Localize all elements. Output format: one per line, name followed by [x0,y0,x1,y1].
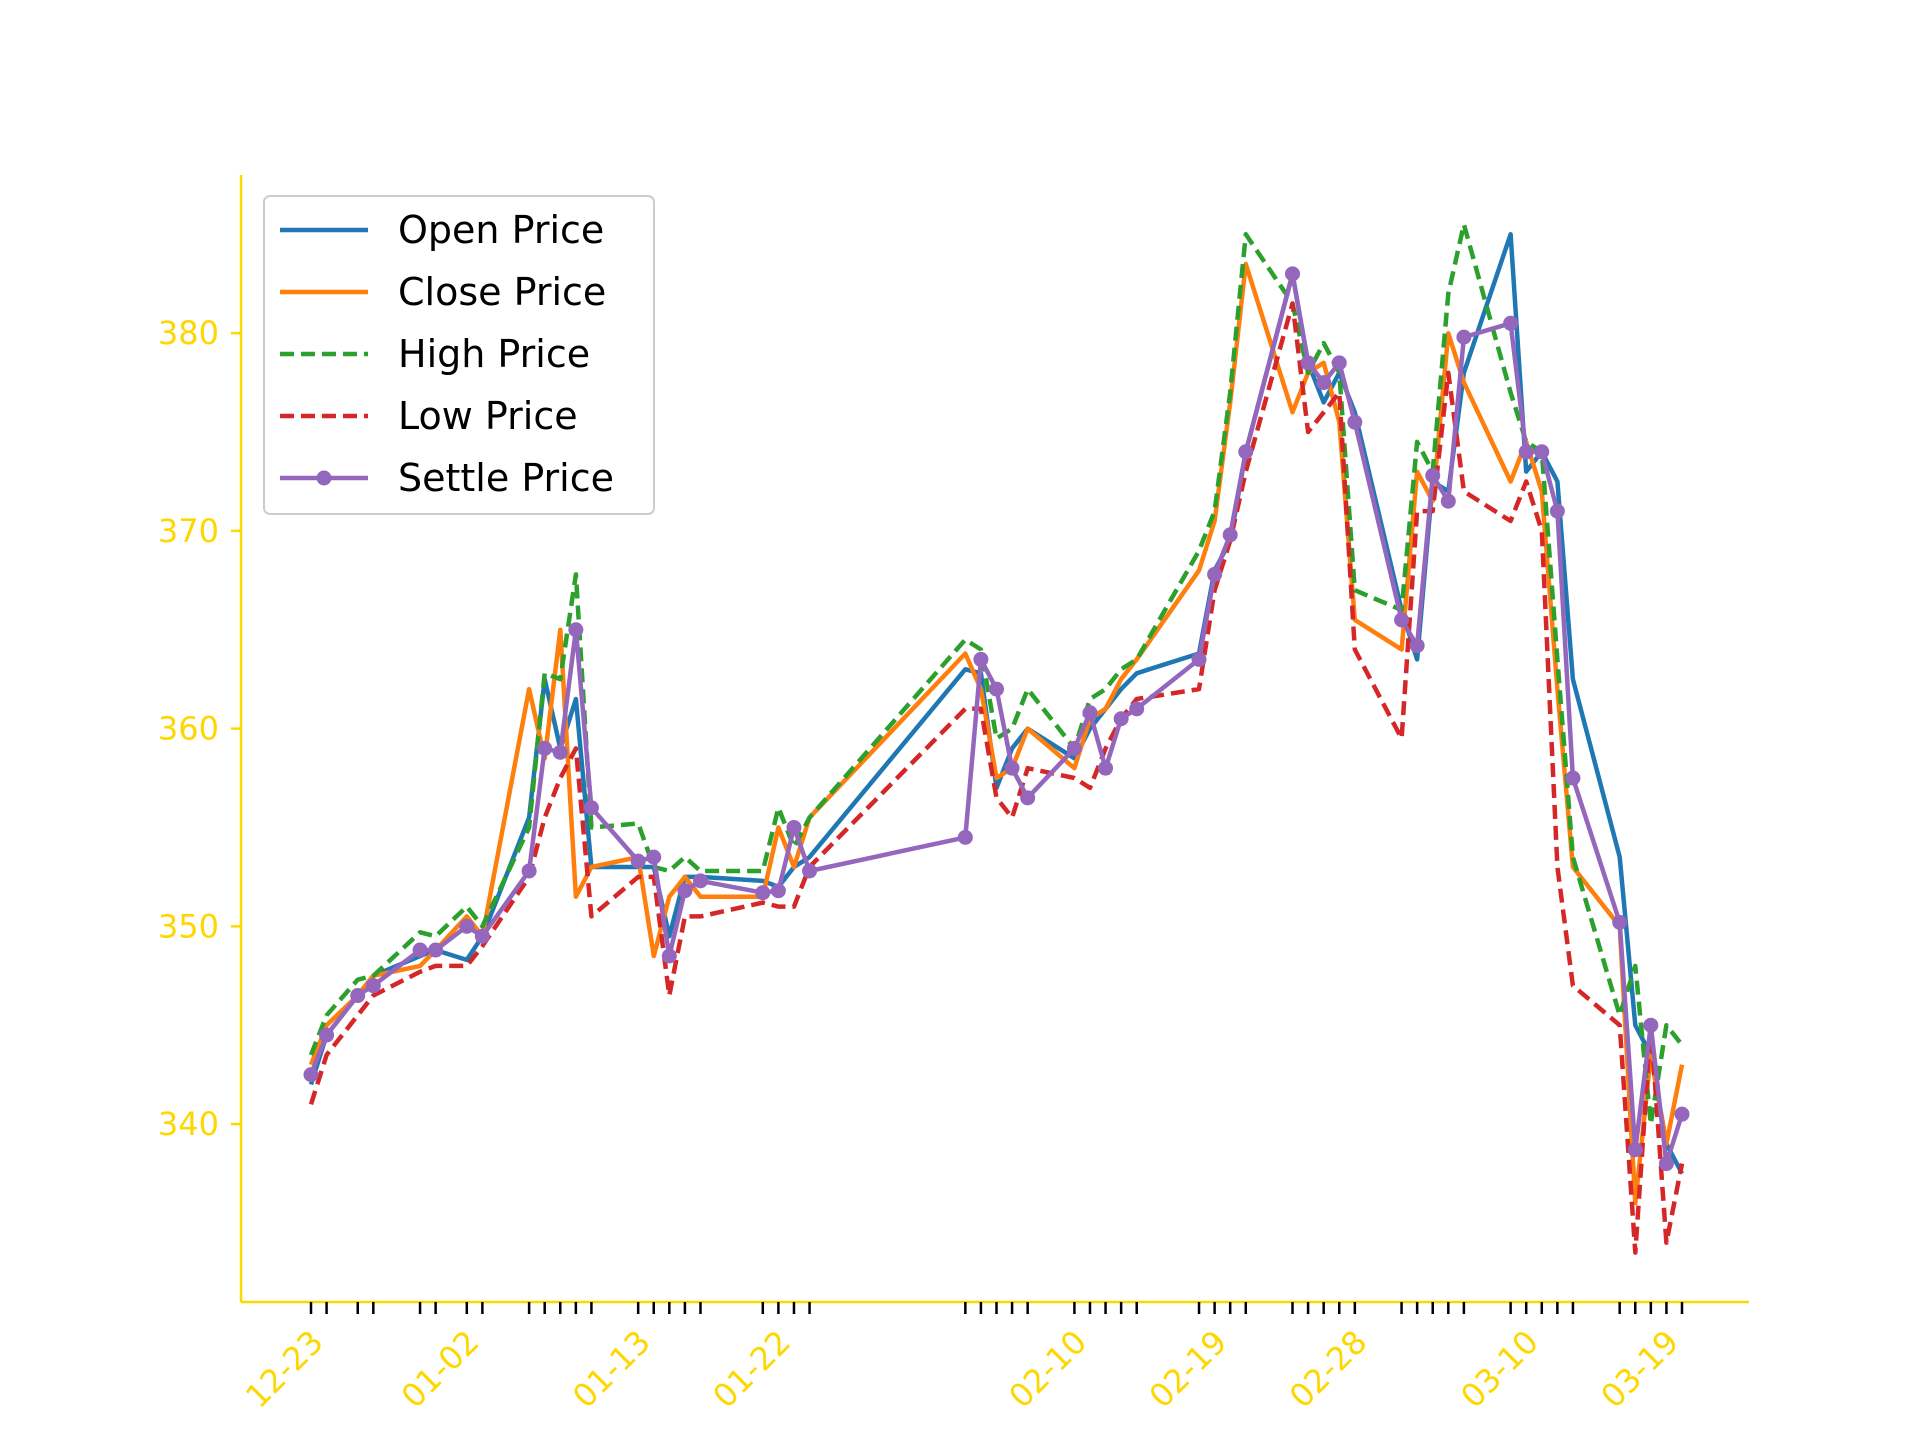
legend-label-close-price: Close Price [398,270,606,314]
settle-price-point [1658,1156,1674,1172]
settle-price-point [973,651,989,667]
settle-price-point [1300,355,1316,371]
settle-price-point [1612,914,1628,930]
settle-price-point [1129,701,1145,717]
settle-price-point [1549,503,1565,519]
settle-price-point [428,942,444,958]
settle-price-point [802,863,818,879]
settle-price-point [1425,468,1441,484]
settle-price-point [1004,760,1020,776]
legend-label-low-price: Low Price [398,394,578,438]
settle-price-point [1020,790,1036,806]
settle-price-point [319,1027,335,1043]
settle-price-point [1643,1017,1659,1033]
settle-price-point [1347,414,1363,430]
x-tick-label: 02-19 [1142,1323,1235,1416]
settle-price-point [692,873,708,889]
settle-price-point [1409,638,1425,654]
settle-price-point [786,819,802,835]
settle-price-point [957,829,973,845]
settle-price-point [474,928,490,944]
settle-price-point [1191,651,1207,667]
settle-price-point [1534,444,1550,460]
settle-price-point [1285,266,1301,282]
settle-price-point [989,681,1004,697]
settle-price-point [459,918,475,934]
x-tick-label: 03-19 [1593,1323,1686,1416]
y-tick-label: 380 [158,314,219,352]
settle-price-point [1456,329,1472,345]
settle-price-point [1440,493,1456,509]
settle-price-point [770,883,786,899]
settle-price-point [1238,444,1254,460]
settle-price-point [1674,1106,1690,1122]
settle-price-point [1331,355,1347,371]
settle-price-point [350,988,366,1004]
series-lines [303,222,1690,1255]
settle-price-point [583,800,599,816]
settle-price-point [1565,770,1581,786]
high-price-line [308,222,1684,1127]
settle-price-point [537,740,553,756]
settle-price-point [521,863,537,879]
settle-price-point [1207,566,1223,582]
x-tick-label: 02-28 [1282,1323,1375,1416]
x-tick-label: 03-10 [1453,1323,1546,1416]
y-tick-label: 360 [158,710,219,748]
settle-price-point [1503,315,1519,331]
settle-price-point [661,948,677,964]
x-tick-label: 01-13 [565,1323,658,1416]
legend-label-settle-price: Settle Price [398,456,614,500]
legend-label-high-price: High Price [398,332,590,376]
settle-price-point [1316,375,1332,391]
y-tick-label: 370 [158,512,219,550]
settle-price-point [412,942,428,958]
settle-price-point [1222,527,1238,543]
settle-price-point [646,849,662,865]
x-tick-label: 12-23 [238,1323,331,1416]
low-price-line [308,301,1685,1255]
settle-price-point [1518,444,1534,460]
legend-label-open-price: Open Price [398,208,604,252]
x-tick-label: 01-02 [394,1323,487,1416]
settle-price-point [568,622,584,638]
settle-price-point [1082,705,1098,721]
settle-price-point [1098,760,1114,776]
settle-price-point [365,978,381,994]
settle-price-point [755,885,771,901]
settle-price-point [630,853,646,869]
y-tick-label: 350 [158,907,219,945]
y-tick-label: 340 [158,1105,219,1143]
close-price-line [308,261,1685,1206]
legend-marker-settle-price [316,470,332,486]
settle-price-point [552,744,568,760]
x-tick-label: 02-10 [1001,1323,1094,1416]
settle-price-point [1394,612,1410,628]
settle-price-point [677,883,693,899]
settle-price-point [1627,1142,1643,1158]
settle-price-point [1113,711,1129,727]
legend: Open Price Close Price High Price Low Price… [263,195,655,515]
settle-price-point [1066,740,1082,756]
x-tick-label: 01-22 [705,1323,798,1416]
settle-price-point [303,1067,319,1083]
legend-frame [263,195,655,515]
